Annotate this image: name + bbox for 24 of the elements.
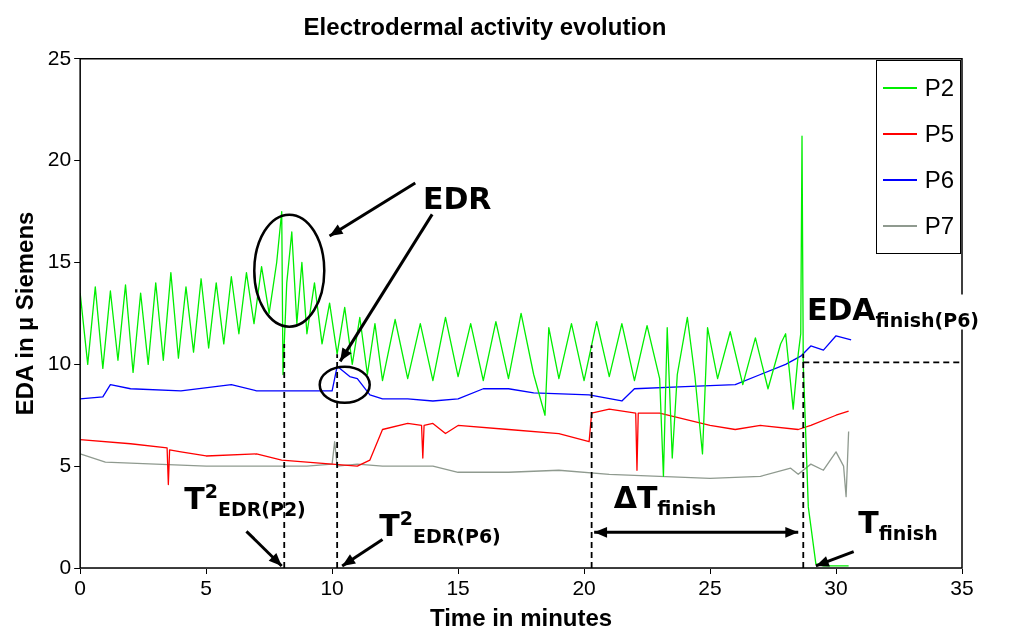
x-tick-label: 30 bbox=[824, 576, 848, 600]
annotation: EDR bbox=[422, 181, 492, 217]
x-tick-label: 5 bbox=[200, 576, 212, 600]
legend-label: P2 bbox=[924, 73, 954, 102]
y-tick-label: 15 bbox=[47, 249, 72, 273]
y-tick-label: 5 bbox=[59, 452, 72, 476]
y-tick-label: 20 bbox=[47, 147, 72, 171]
chart-title: Electrodermal activity evolution bbox=[303, 13, 667, 41]
x-tick-label: 25 bbox=[698, 576, 722, 600]
y-tick-label: 10 bbox=[47, 351, 72, 375]
y-axis-title: EDA in µ Siemens bbox=[11, 211, 39, 416]
y-tick-label: 25 bbox=[47, 45, 72, 69]
x-tick-label: 10 bbox=[320, 576, 344, 600]
x-tick-label: 15 bbox=[446, 576, 470, 600]
annotation: EDA$_{finish(P6)}$ bbox=[806, 291, 980, 331]
legend-label: P6 bbox=[924, 165, 954, 194]
x-tick-label: 35 bbox=[950, 576, 974, 600]
x-axis-title: Time in minutes bbox=[429, 604, 613, 632]
legend-label: P5 bbox=[924, 119, 954, 148]
legend-label: P7 bbox=[924, 211, 954, 240]
annotation: ΔT$_{finish}$ bbox=[613, 479, 717, 519]
x-tick-label: 20 bbox=[572, 576, 596, 600]
y-tick-label: 0 bbox=[59, 554, 72, 578]
annotation: T$_{finish}$ bbox=[858, 504, 938, 544]
